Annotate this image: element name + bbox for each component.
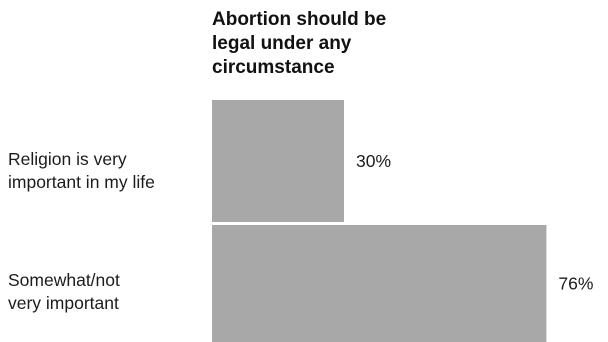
category-label-line: important in my life: [8, 172, 155, 192]
category-label-line: Religion is very: [8, 149, 127, 169]
category-label-line: very important: [8, 293, 119, 313]
bar-value-label-0: 30%: [356, 151, 391, 171]
category-label-religion-very-important: Religion is very important in my life: [8, 148, 208, 194]
chart-title-line: legal under any: [212, 33, 352, 54]
chart-title: Abortion should be legal under any circu…: [212, 8, 472, 80]
bar-value-label-1: 76%: [558, 274, 593, 294]
bar-0: [212, 100, 344, 222]
category-label-line: Somewhat/not: [8, 270, 120, 290]
category-label-somewhat-not-important: Somewhat/not very important: [8, 269, 208, 315]
bar-1: [212, 225, 547, 342]
chart-title-line: Abortion should be: [212, 9, 387, 30]
chart-title-line: circumstance: [212, 57, 335, 78]
